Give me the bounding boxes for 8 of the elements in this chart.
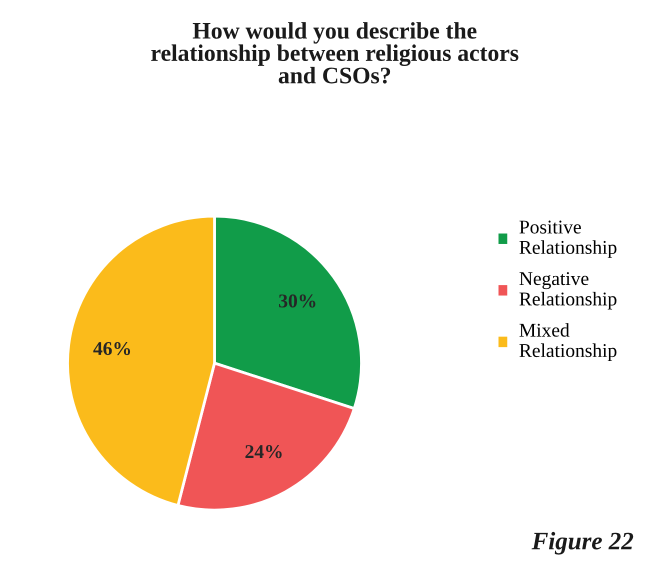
legend-label: Positive Relationship (519, 220, 616, 258)
data-label: 24% (245, 445, 282, 458)
caption: Figure 22 (532, 532, 634, 555)
data-label: 30% (279, 294, 316, 308)
chart-title: How would you describe the relationship between religious actors and CSOs? (151, 22, 518, 84)
legend-label: Negative Relationship (519, 272, 616, 310)
data-label: 46% (93, 342, 130, 356)
legend-label: Mixed Relationship (519, 323, 616, 362)
